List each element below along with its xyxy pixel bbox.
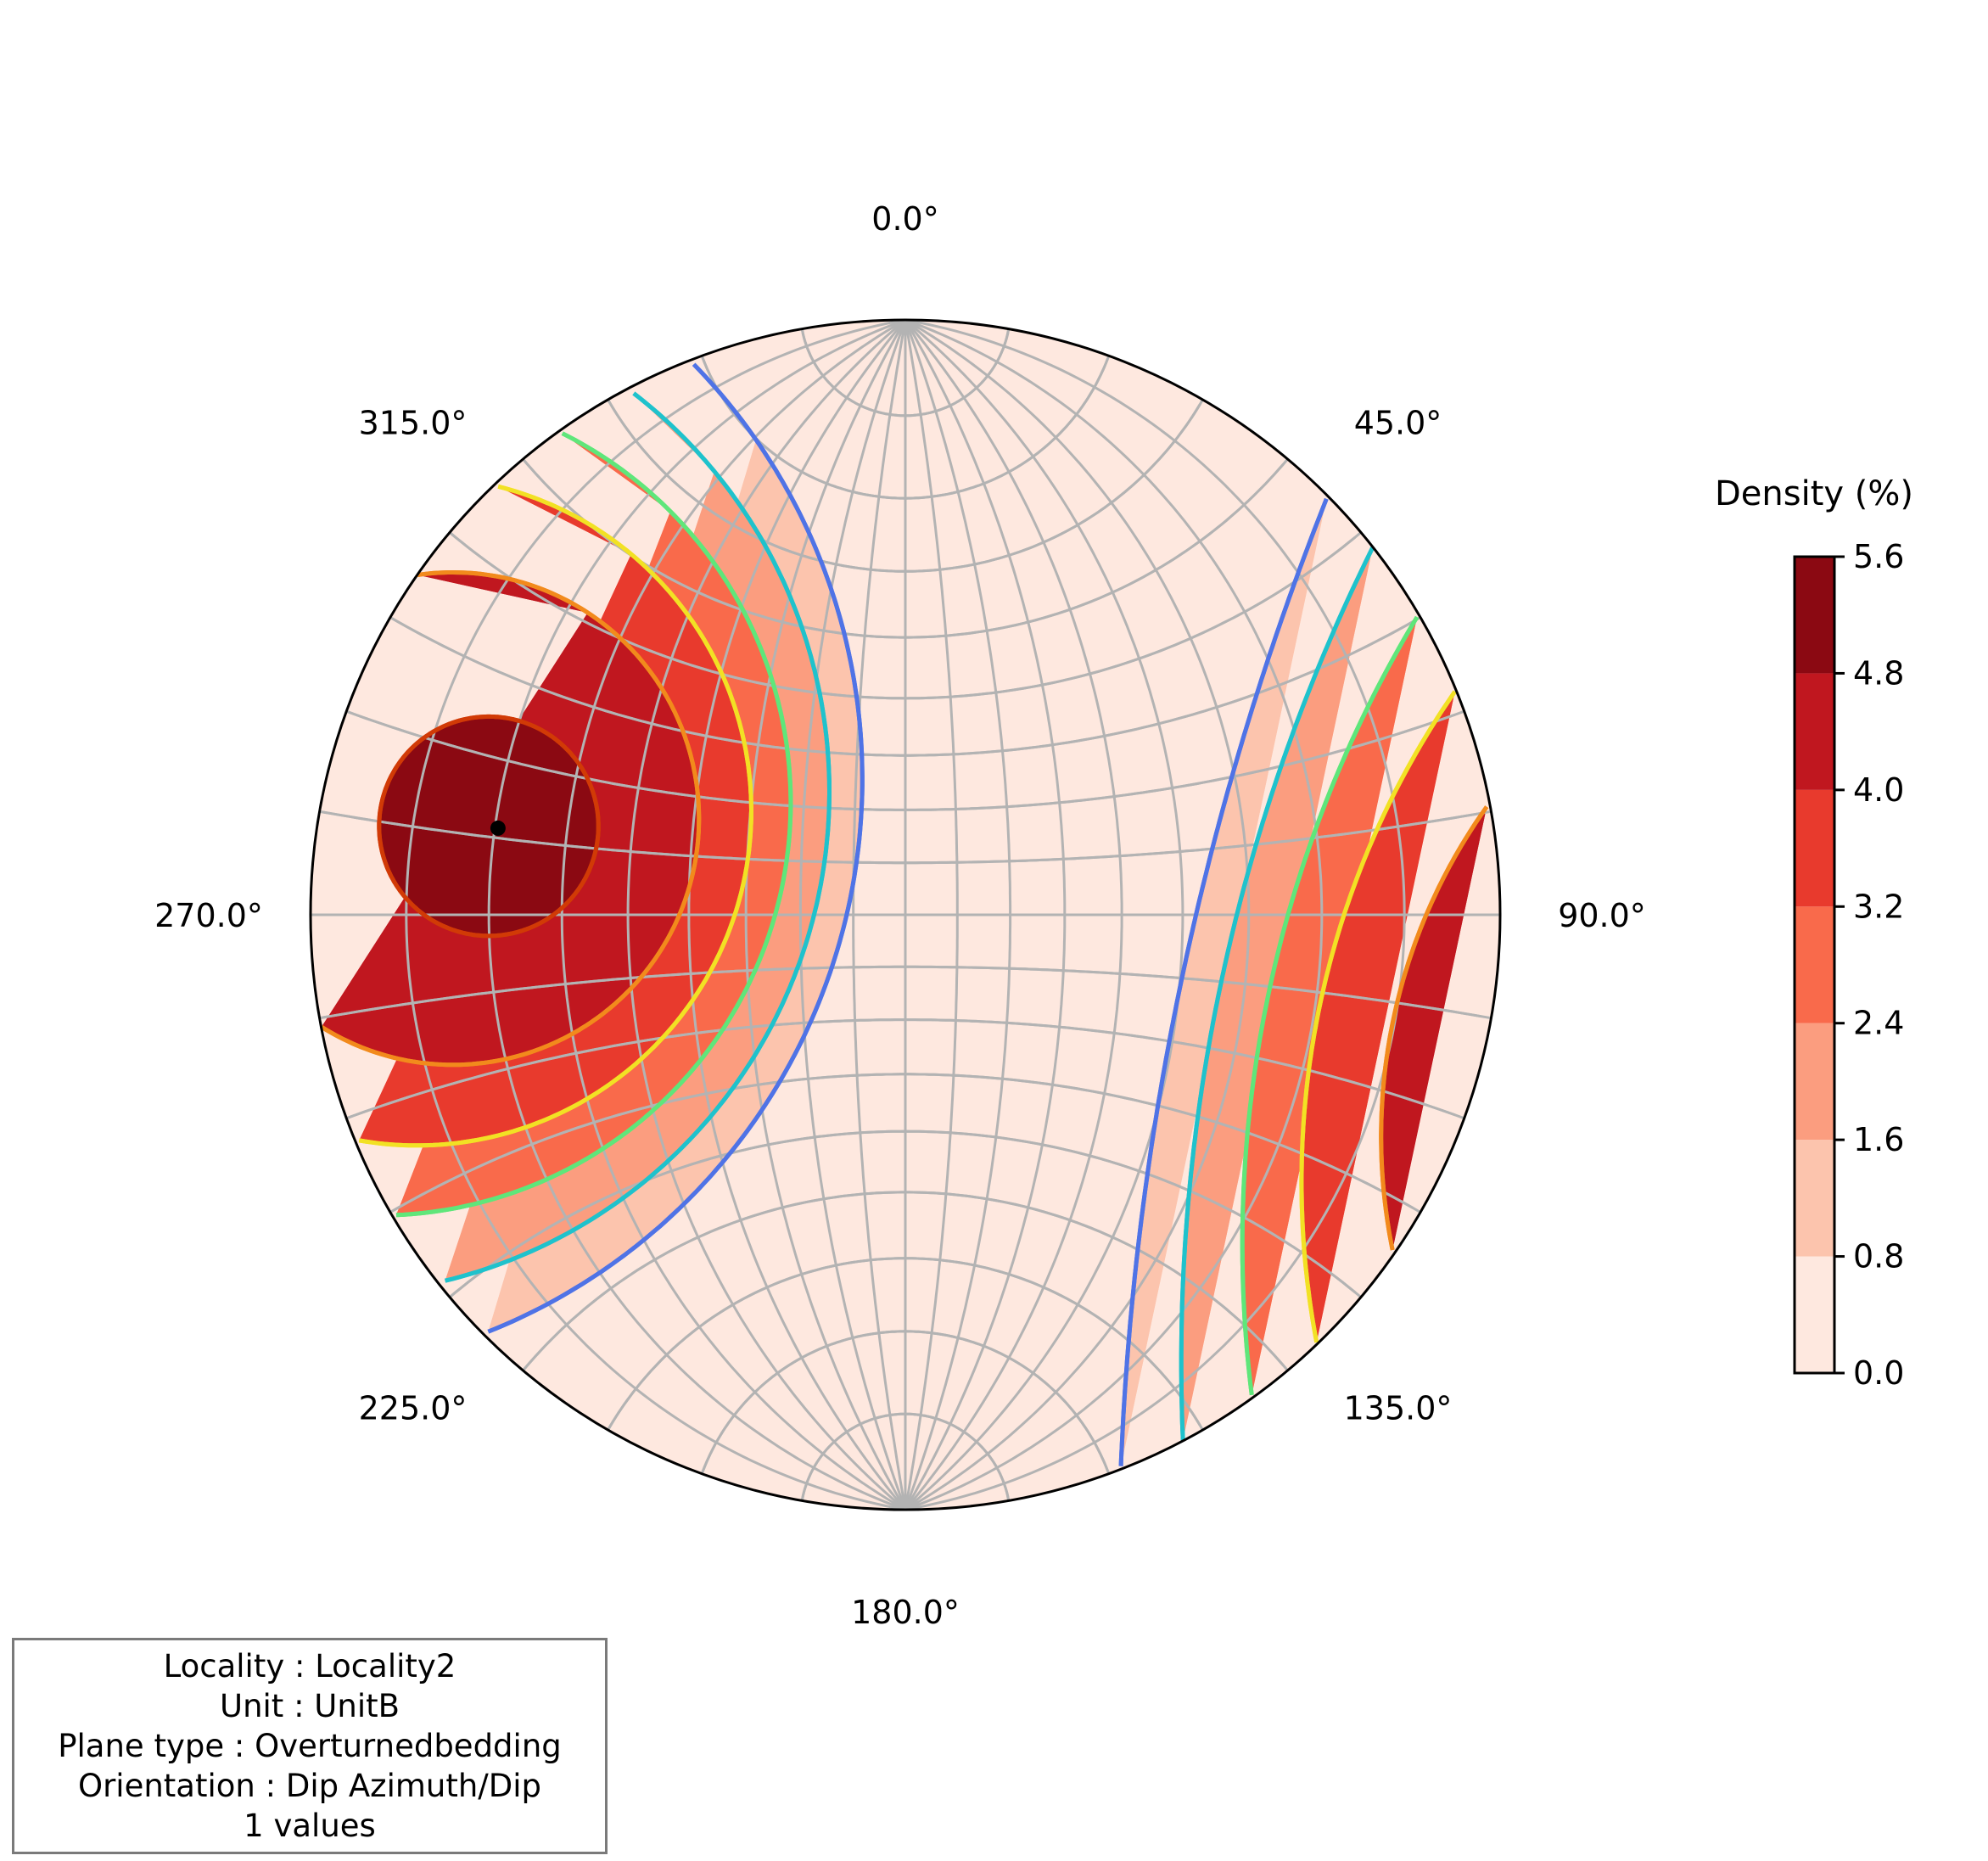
contour-line-6-antipode <box>377 714 601 939</box>
colorbar: Density (%) 0.0 0.8 1.6 2.4 3.2 4.0 4.8 5.6 <box>1715 474 1913 1392</box>
contour-line-5-antipode <box>320 570 1489 1251</box>
azimuth-label: 135.0° <box>1344 1390 1453 1427</box>
colorbar-tick-label: 4.0 <box>1853 771 1904 809</box>
azimuth-label: 90.0° <box>1558 897 1646 934</box>
azimuth-label: 180.0° <box>851 1594 960 1631</box>
contour-line-3-antipode <box>395 431 1420 1396</box>
pole-point <box>490 820 506 836</box>
colorbar-ticks: 0.0 0.8 1.6 2.4 3.2 4.0 4.8 5.6 <box>1834 538 1904 1392</box>
info-locality: Locality : Locality2 <box>163 1648 456 1684</box>
stereonet-grid <box>311 320 1500 1510</box>
colorbar-band <box>1795 789 1834 907</box>
azimuth-label: 225.0° <box>359 1390 468 1427</box>
colorbar-band <box>1795 1256 1834 1373</box>
density-band-5-antipode <box>321 572 1487 1250</box>
colorbar-tick-label: 3.2 <box>1853 888 1904 925</box>
colorbar-tick-label: 0.8 <box>1853 1238 1904 1275</box>
info-plane-type: Plane type : Overturnedbedding <box>58 1728 562 1764</box>
colorbar-tick-label: 0.0 <box>1853 1354 1904 1392</box>
info-box: Locality : Locality2 Unit : UnitB Plane … <box>12 1638 608 1854</box>
colorbar-title: Density (%) <box>1715 474 1913 513</box>
pole-layer <box>490 820 506 836</box>
primitive-circle <box>309 318 1502 1511</box>
colorbar-band <box>1795 906 1834 1023</box>
colorbar-frame <box>1793 555 1836 1375</box>
colorbar-band <box>1795 1140 1834 1257</box>
colorbar-bands <box>1795 557 1834 1373</box>
contour-line-4-antipode <box>358 484 1457 1343</box>
colorbar-tick-label: 4.8 <box>1853 654 1904 692</box>
azimuth-label: 0.0° <box>871 200 938 238</box>
contour-line-1-antipode <box>487 362 1329 1466</box>
azimuth-label: 270.0° <box>154 897 263 934</box>
info-orientation: Orientation : Dip Azimuth/Dip <box>77 1768 542 1804</box>
contour-line-2-antipode <box>444 391 1375 1441</box>
info-unit: Unit : UnitB <box>219 1688 400 1724</box>
azimuth-label: 45.0° <box>1354 405 1442 442</box>
colorbar-band <box>1795 1023 1834 1141</box>
colorbar-tick-label: 5.6 <box>1853 538 1904 575</box>
density-band-6-antipode <box>378 716 599 936</box>
azimuth-labels: 0.0° 45.0° 90.0° 135.0° 180.0° 225.0° 270.0° 31… <box>154 200 1646 1631</box>
density-contour-lines <box>320 362 1489 1466</box>
info-count: 1 values <box>244 1808 376 1844</box>
colorbar-tick-label: 1.6 <box>1853 1121 1904 1158</box>
colorbar-band <box>1795 673 1834 790</box>
azimuth-label: 315.0° <box>359 405 468 442</box>
colorbar-band <box>1795 557 1834 674</box>
colorbar-tick-label: 2.4 <box>1853 1005 1904 1042</box>
